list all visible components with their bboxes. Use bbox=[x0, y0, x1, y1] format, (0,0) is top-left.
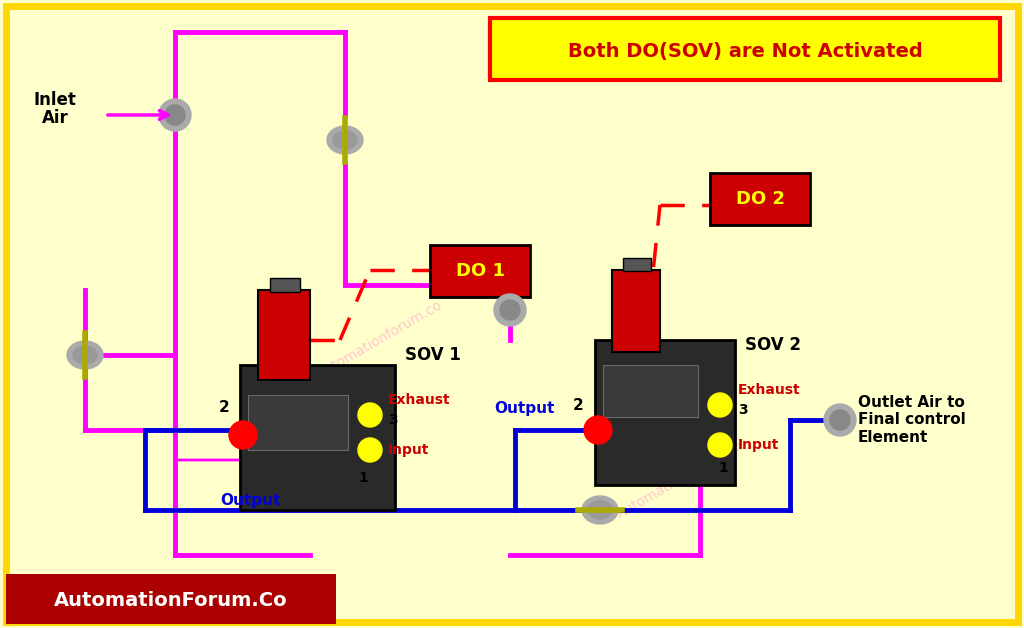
Text: 3: 3 bbox=[738, 403, 748, 417]
Text: Air: Air bbox=[42, 109, 69, 127]
Text: 3: 3 bbox=[388, 413, 397, 427]
Ellipse shape bbox=[73, 346, 97, 364]
Text: Output: Output bbox=[220, 492, 281, 507]
Bar bbox=[612, 270, 660, 352]
Text: Exhaust: Exhaust bbox=[738, 383, 801, 397]
Circle shape bbox=[824, 404, 856, 436]
Text: 1: 1 bbox=[358, 471, 368, 485]
Circle shape bbox=[358, 438, 382, 462]
Bar bbox=[248, 395, 348, 450]
Bar bbox=[710, 173, 810, 225]
Text: 2: 2 bbox=[219, 401, 230, 416]
Bar bbox=[6, 574, 336, 624]
Circle shape bbox=[830, 410, 850, 430]
Ellipse shape bbox=[333, 131, 357, 149]
Bar bbox=[490, 18, 1000, 80]
Text: 1: 1 bbox=[718, 461, 728, 475]
Circle shape bbox=[708, 433, 732, 457]
Bar bbox=[240, 365, 395, 510]
Text: DO 2: DO 2 bbox=[735, 190, 784, 208]
Ellipse shape bbox=[582, 496, 618, 524]
Text: DO 1: DO 1 bbox=[456, 262, 505, 280]
Text: Both DO(SOV) are Not Activated: Both DO(SOV) are Not Activated bbox=[567, 43, 923, 62]
Text: Input: Input bbox=[388, 443, 429, 457]
Text: Automationforum.co: Automationforum.co bbox=[314, 298, 445, 382]
Text: Output: Output bbox=[495, 401, 555, 416]
Text: Automationforum.co: Automationforum.co bbox=[614, 438, 745, 522]
Circle shape bbox=[584, 416, 612, 444]
Text: Outlet Air to
Final control
Element: Outlet Air to Final control Element bbox=[858, 395, 966, 445]
Circle shape bbox=[494, 294, 526, 326]
Text: SOV 2: SOV 2 bbox=[745, 336, 801, 354]
Text: AutomationForum.Co: AutomationForum.Co bbox=[54, 590, 288, 610]
Bar bbox=[595, 340, 735, 485]
Circle shape bbox=[159, 99, 191, 131]
Bar bbox=[603, 365, 698, 417]
Ellipse shape bbox=[588, 501, 612, 519]
Bar bbox=[258, 290, 310, 380]
Circle shape bbox=[358, 403, 382, 427]
Ellipse shape bbox=[67, 341, 103, 369]
Circle shape bbox=[165, 105, 185, 125]
Text: SOV 1: SOV 1 bbox=[406, 346, 461, 364]
Text: 2: 2 bbox=[572, 398, 583, 413]
Text: Exhaust: Exhaust bbox=[388, 393, 451, 407]
Circle shape bbox=[708, 393, 732, 417]
Text: Inlet: Inlet bbox=[34, 91, 77, 109]
Text: Input: Input bbox=[738, 438, 779, 452]
Bar bbox=[270, 278, 300, 292]
Ellipse shape bbox=[327, 126, 362, 154]
Circle shape bbox=[229, 421, 257, 449]
Bar bbox=[623, 258, 651, 271]
Bar bbox=[430, 245, 530, 297]
Circle shape bbox=[500, 300, 520, 320]
